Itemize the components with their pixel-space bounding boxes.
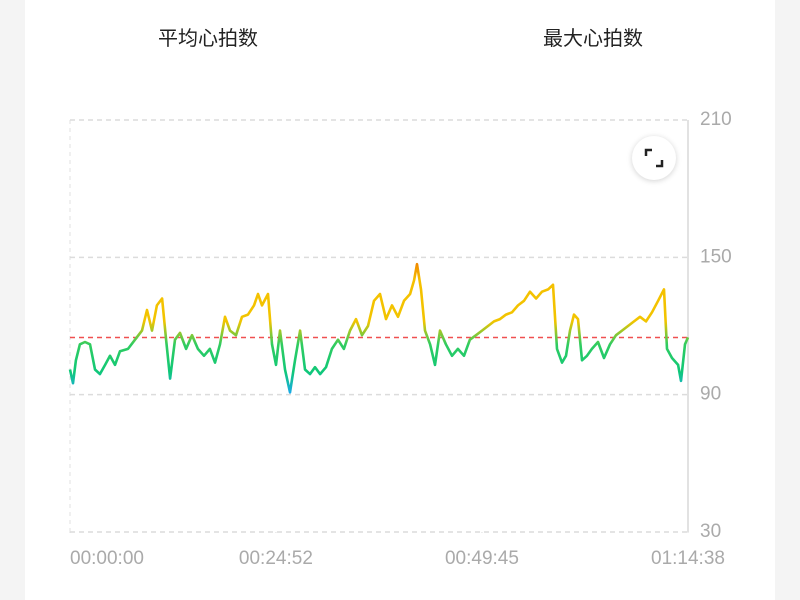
avg-label: 平均心拍数 bbox=[158, 28, 258, 50]
x-tick-label: 00:00:00 bbox=[70, 548, 144, 569]
max-label: 最大心拍数 bbox=[543, 28, 643, 50]
x-tick-label: 00:49:45 bbox=[445, 548, 519, 569]
y-tick-label: 30 bbox=[700, 521, 721, 542]
heart-rate-line bbox=[68, 262, 690, 394]
expand-button[interactable] bbox=[632, 136, 676, 180]
y-tick-label: 150 bbox=[700, 246, 732, 267]
x-tick-label: 01:14:38 bbox=[651, 548, 725, 569]
y-tick-label: 90 bbox=[700, 384, 721, 405]
y-tick-label: 210 bbox=[700, 109, 732, 130]
card bbox=[25, 0, 775, 600]
expand-icon bbox=[644, 148, 664, 168]
x-tick-label: 00:24:52 bbox=[239, 548, 313, 569]
